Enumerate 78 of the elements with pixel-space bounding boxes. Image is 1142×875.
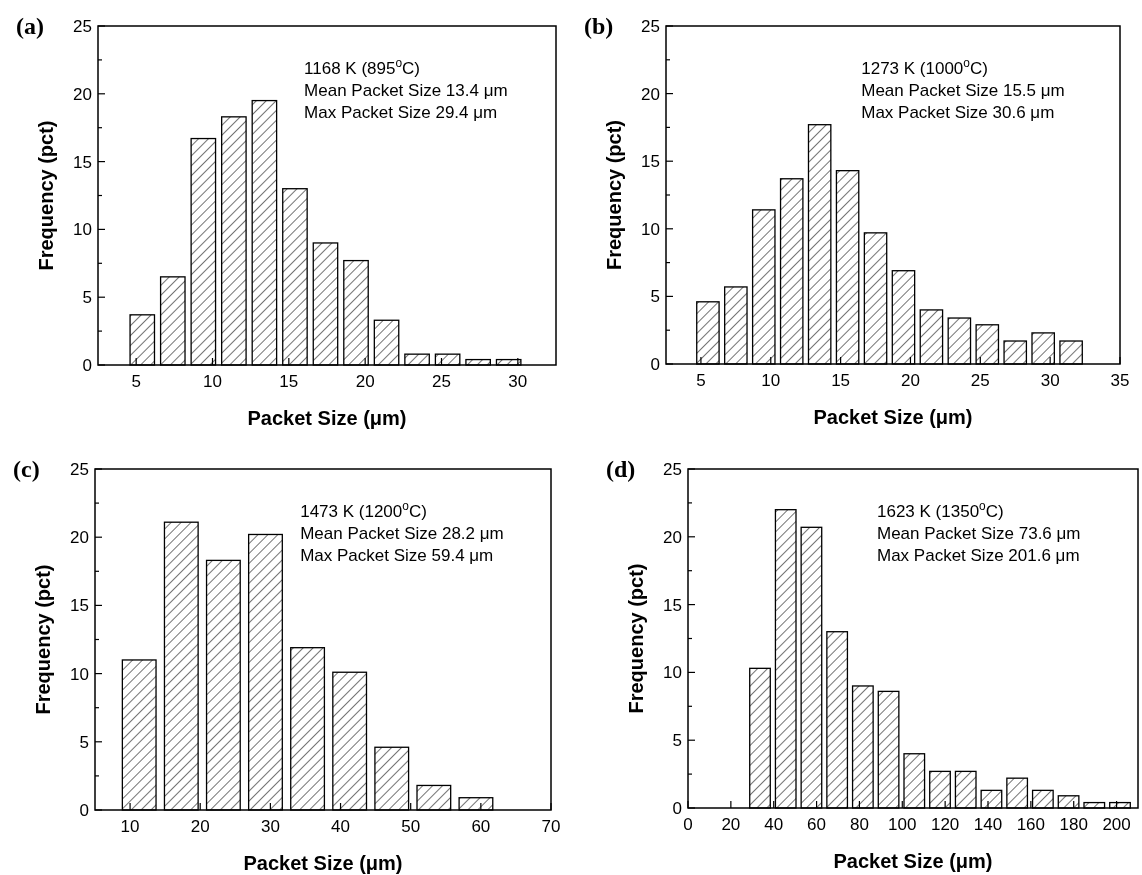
y-axis-title: Frequency (pct): [32, 564, 54, 715]
x-tick-label: 160: [1016, 815, 1046, 834]
y-tick-label: 0: [79, 800, 89, 820]
x-tick-label: 20: [901, 371, 920, 390]
annotation: 1473 K (1200$^{o}$C): [300, 499, 427, 521]
x-tick-label: 5: [696, 371, 706, 390]
y-tick-label: 25: [73, 16, 92, 36]
x-tick-label: 35: [1110, 371, 1130, 390]
y-tick-label: 10: [73, 220, 92, 240]
y-tick-label: 20: [663, 527, 682, 547]
chart-title: (b): [584, 13, 614, 39]
x-tick-label: 20: [721, 815, 741, 834]
annotation: Max Packet Size 30.6 μm: [861, 103, 1055, 122]
x-tick-label: 60: [807, 815, 827, 834]
annotation: Mean Packet Size 15.5 μm: [861, 81, 1065, 100]
y-tick-label: 25: [663, 459, 682, 479]
annotation: Max Packet Size 29.4 μm: [304, 103, 498, 122]
x-tick-label: 50: [401, 817, 421, 836]
x-tick-label: 30: [1040, 371, 1060, 390]
y-tick-label: 25: [641, 16, 660, 36]
annotation: Mean Packet Size 73.6 μm: [877, 524, 1081, 543]
x-tick-label: 40: [331, 817, 350, 836]
y-tick-label: 0: [82, 355, 92, 375]
annotation: Mean Packet Size 13.4 μm: [304, 81, 508, 100]
y-tick-label: 10: [663, 663, 682, 683]
x-tick-label: 15: [279, 372, 299, 391]
x-tick-label: 40: [764, 815, 784, 834]
chart-title: (c): [13, 456, 40, 482]
annotation: Max Packet Size 59.4 μm: [300, 546, 494, 565]
x-tick-label: 80: [849, 815, 869, 834]
chart-title: (a): [16, 13, 44, 39]
annotation: 1273 K (1000$^{o}$C): [861, 56, 988, 78]
x-tick-label: 180: [1059, 815, 1088, 834]
y-tick-label: 5: [672, 731, 682, 751]
x-axis-title: Packet Size (μm): [243, 852, 403, 874]
x-tick-label: 20: [190, 817, 210, 836]
y-tick-label: 20: [70, 528, 89, 548]
x-tick-label: 60: [471, 817, 491, 836]
y-tick-label: 10: [641, 219, 660, 239]
annotation: Mean Packet Size 28.2 μm: [300, 524, 504, 543]
chart-title: (d): [606, 456, 636, 482]
x-axis-title: Packet Size (μm): [813, 406, 973, 428]
y-tick-label: 25: [70, 459, 89, 479]
x-axis-title: Packet Size (μm): [247, 407, 407, 429]
x-tick-label: 25: [970, 371, 990, 390]
x-axis-title: Packet Size (μm): [833, 850, 993, 872]
y-tick-label: 5: [650, 287, 660, 307]
y-tick-label: 15: [73, 152, 92, 172]
y-axis-title: Frequency (pct): [603, 119, 625, 271]
y-tick-label: 15: [70, 596, 89, 616]
annotation: 1623 K (1350$^{o}$C): [877, 499, 1004, 521]
x-tick-label: 70: [541, 817, 561, 836]
y-tick-label: 15: [641, 152, 660, 172]
y-tick-label: 20: [641, 84, 660, 104]
x-tick-label: 20: [355, 372, 375, 391]
y-tick-label: 0: [650, 354, 660, 374]
y-tick-label: 15: [663, 595, 682, 615]
x-tick-label: 10: [120, 817, 140, 836]
annotation: Max Packet Size 201.6 μm: [877, 546, 1080, 565]
x-tick-label: 100: [888, 815, 917, 834]
y-tick-label: 20: [73, 84, 92, 104]
x-tick-label: 5: [131, 372, 141, 391]
x-tick-label: 15: [831, 371, 851, 390]
y-axis-title: Frequency (pct): [625, 563, 647, 714]
x-tick-label: 25: [432, 372, 451, 391]
x-tick-label: 200: [1102, 815, 1131, 834]
x-tick-label: 120: [930, 815, 960, 834]
y-tick-label: 5: [82, 288, 92, 308]
y-tick-label: 5: [79, 732, 89, 752]
x-tick-label: 10: [203, 372, 222, 391]
y-axis-title: Frequency (pct): [35, 120, 57, 271]
y-tick-label: 10: [70, 664, 89, 684]
x-tick-label: 10: [761, 371, 781, 390]
x-tick-label: 30: [508, 372, 528, 391]
x-tick-label: 30: [260, 817, 280, 836]
annotation: 1168 K (895$^{o}$C): [304, 56, 421, 78]
x-tick-label: 140: [973, 815, 1003, 834]
y-tick-label: 0: [672, 798, 682, 818]
